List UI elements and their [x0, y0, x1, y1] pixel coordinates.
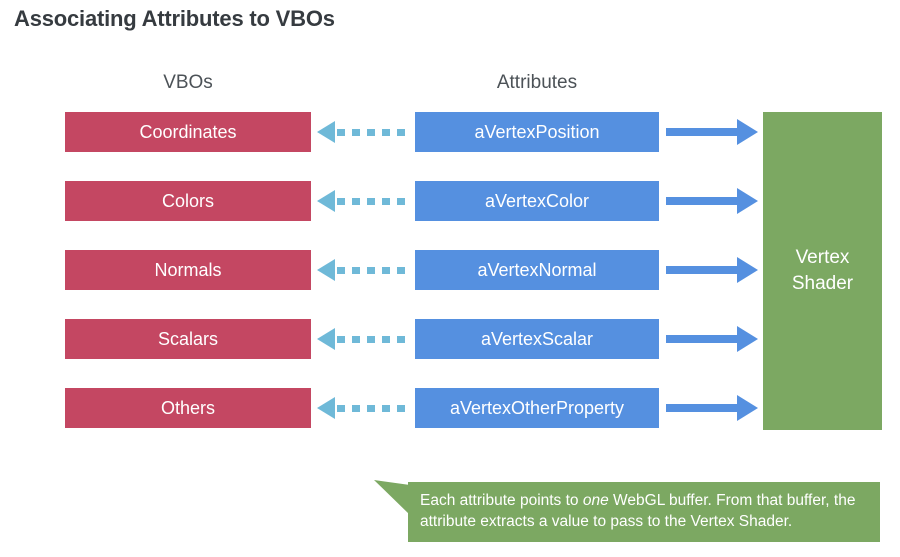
arrow-dashes-icon [337, 404, 412, 412]
diagram-row-coordinates: Coordinates aVertexPosition [0, 112, 900, 152]
dotted-arrow-left-icon [317, 388, 412, 428]
arrowhead-left-icon [317, 121, 335, 143]
dotted-arrow-left-icon [317, 112, 412, 152]
arrow-shaft-icon [666, 335, 737, 343]
attribute-label: aVertexScalar [480, 328, 594, 349]
attribute-box-avertexscalar: aVertexScalar [415, 319, 659, 359]
arrow-shaft-icon [666, 197, 737, 205]
vbo-label: Scalars [157, 328, 219, 349]
attribute-label: aVertexColor [484, 190, 590, 211]
arrow-shaft-icon [666, 128, 737, 136]
callout-tail-icon [374, 480, 410, 515]
vbo-label: Colors [161, 190, 214, 211]
solid-arrow-right-icon [666, 319, 758, 359]
vbo-box-normals: Normals [65, 250, 311, 290]
attribute-label: aVertexPosition [474, 121, 600, 142]
vertex-shader-label: Vertex Shader [791, 247, 854, 294]
arrow-dashes-icon [337, 128, 412, 136]
callout-text-before: Each attribute points to [420, 492, 583, 509]
arrowhead-left-icon [317, 190, 335, 212]
arrowhead-right-icon [737, 119, 758, 145]
arrowhead-right-icon [737, 395, 758, 421]
arrow-shaft-icon [666, 266, 737, 274]
arrowhead-right-icon [737, 188, 758, 214]
diagram-row-normals: Normals aVertexNormal [0, 250, 900, 290]
dotted-arrow-left-icon [317, 319, 412, 359]
vbo-box-colors: Colors [65, 181, 311, 221]
solid-arrow-right-icon [666, 112, 758, 152]
solid-arrow-right-icon [666, 181, 758, 221]
callout-text-italic: one [582, 492, 609, 509]
attribute-box-avertexotherproperty: aVertexOtherProperty [415, 388, 659, 428]
vbo-label: Coordinates [139, 121, 237, 142]
attribute-box-avertexcolor: aVertexColor [415, 181, 659, 221]
vbo-label: Normals [154, 259, 222, 280]
arrow-dashes-icon [337, 266, 412, 274]
vbo-box-scalars: Scalars [65, 319, 311, 359]
callout-text-after: WebGL buffer. From that buffer, the attr… [420, 492, 856, 530]
column-header-vbos: VBOs [163, 72, 213, 93]
diagram-row-scalars: Scalars aVertexScalar [0, 319, 900, 359]
diagram-row-colors: Colors aVertexColor [0, 181, 900, 221]
vertex-shader-box: Vertex Shader [763, 112, 882, 430]
arrowhead-right-icon [737, 257, 758, 283]
arrow-shaft-icon [666, 404, 737, 412]
arrow-dashes-icon [337, 335, 412, 343]
dotted-arrow-left-icon [317, 181, 412, 221]
diagram-row-others: Others aVertexOtherProperty [0, 388, 900, 428]
vbo-box-others: Others [65, 388, 311, 428]
dotted-arrow-left-icon [317, 250, 412, 290]
page-title: Associating Attributes to VBOs [14, 6, 335, 31]
attribute-box-avertexposition: aVertexPosition [415, 112, 659, 152]
arrowhead-left-icon [317, 259, 335, 281]
arrow-dashes-icon [337, 197, 412, 205]
solid-arrow-right-icon [666, 250, 758, 290]
arrowhead-left-icon [317, 397, 335, 419]
arrowhead-right-icon [737, 326, 758, 352]
attribute-label: aVertexOtherProperty [449, 397, 625, 418]
attribute-box-avertexnormal: aVertexNormal [415, 250, 659, 290]
column-header-attributes: Attributes [496, 72, 578, 93]
vbo-label: Others [160, 397, 216, 418]
arrowhead-left-icon [317, 328, 335, 350]
attribute-label: aVertexNormal [477, 259, 597, 280]
callout-text: Each attribute points to one WebGL buffe… [420, 491, 868, 533]
solid-arrow-right-icon [666, 388, 758, 428]
callout-note: Each attribute points to one WebGL buffe… [408, 482, 880, 542]
vbo-box-coordinates: Coordinates [65, 112, 311, 152]
